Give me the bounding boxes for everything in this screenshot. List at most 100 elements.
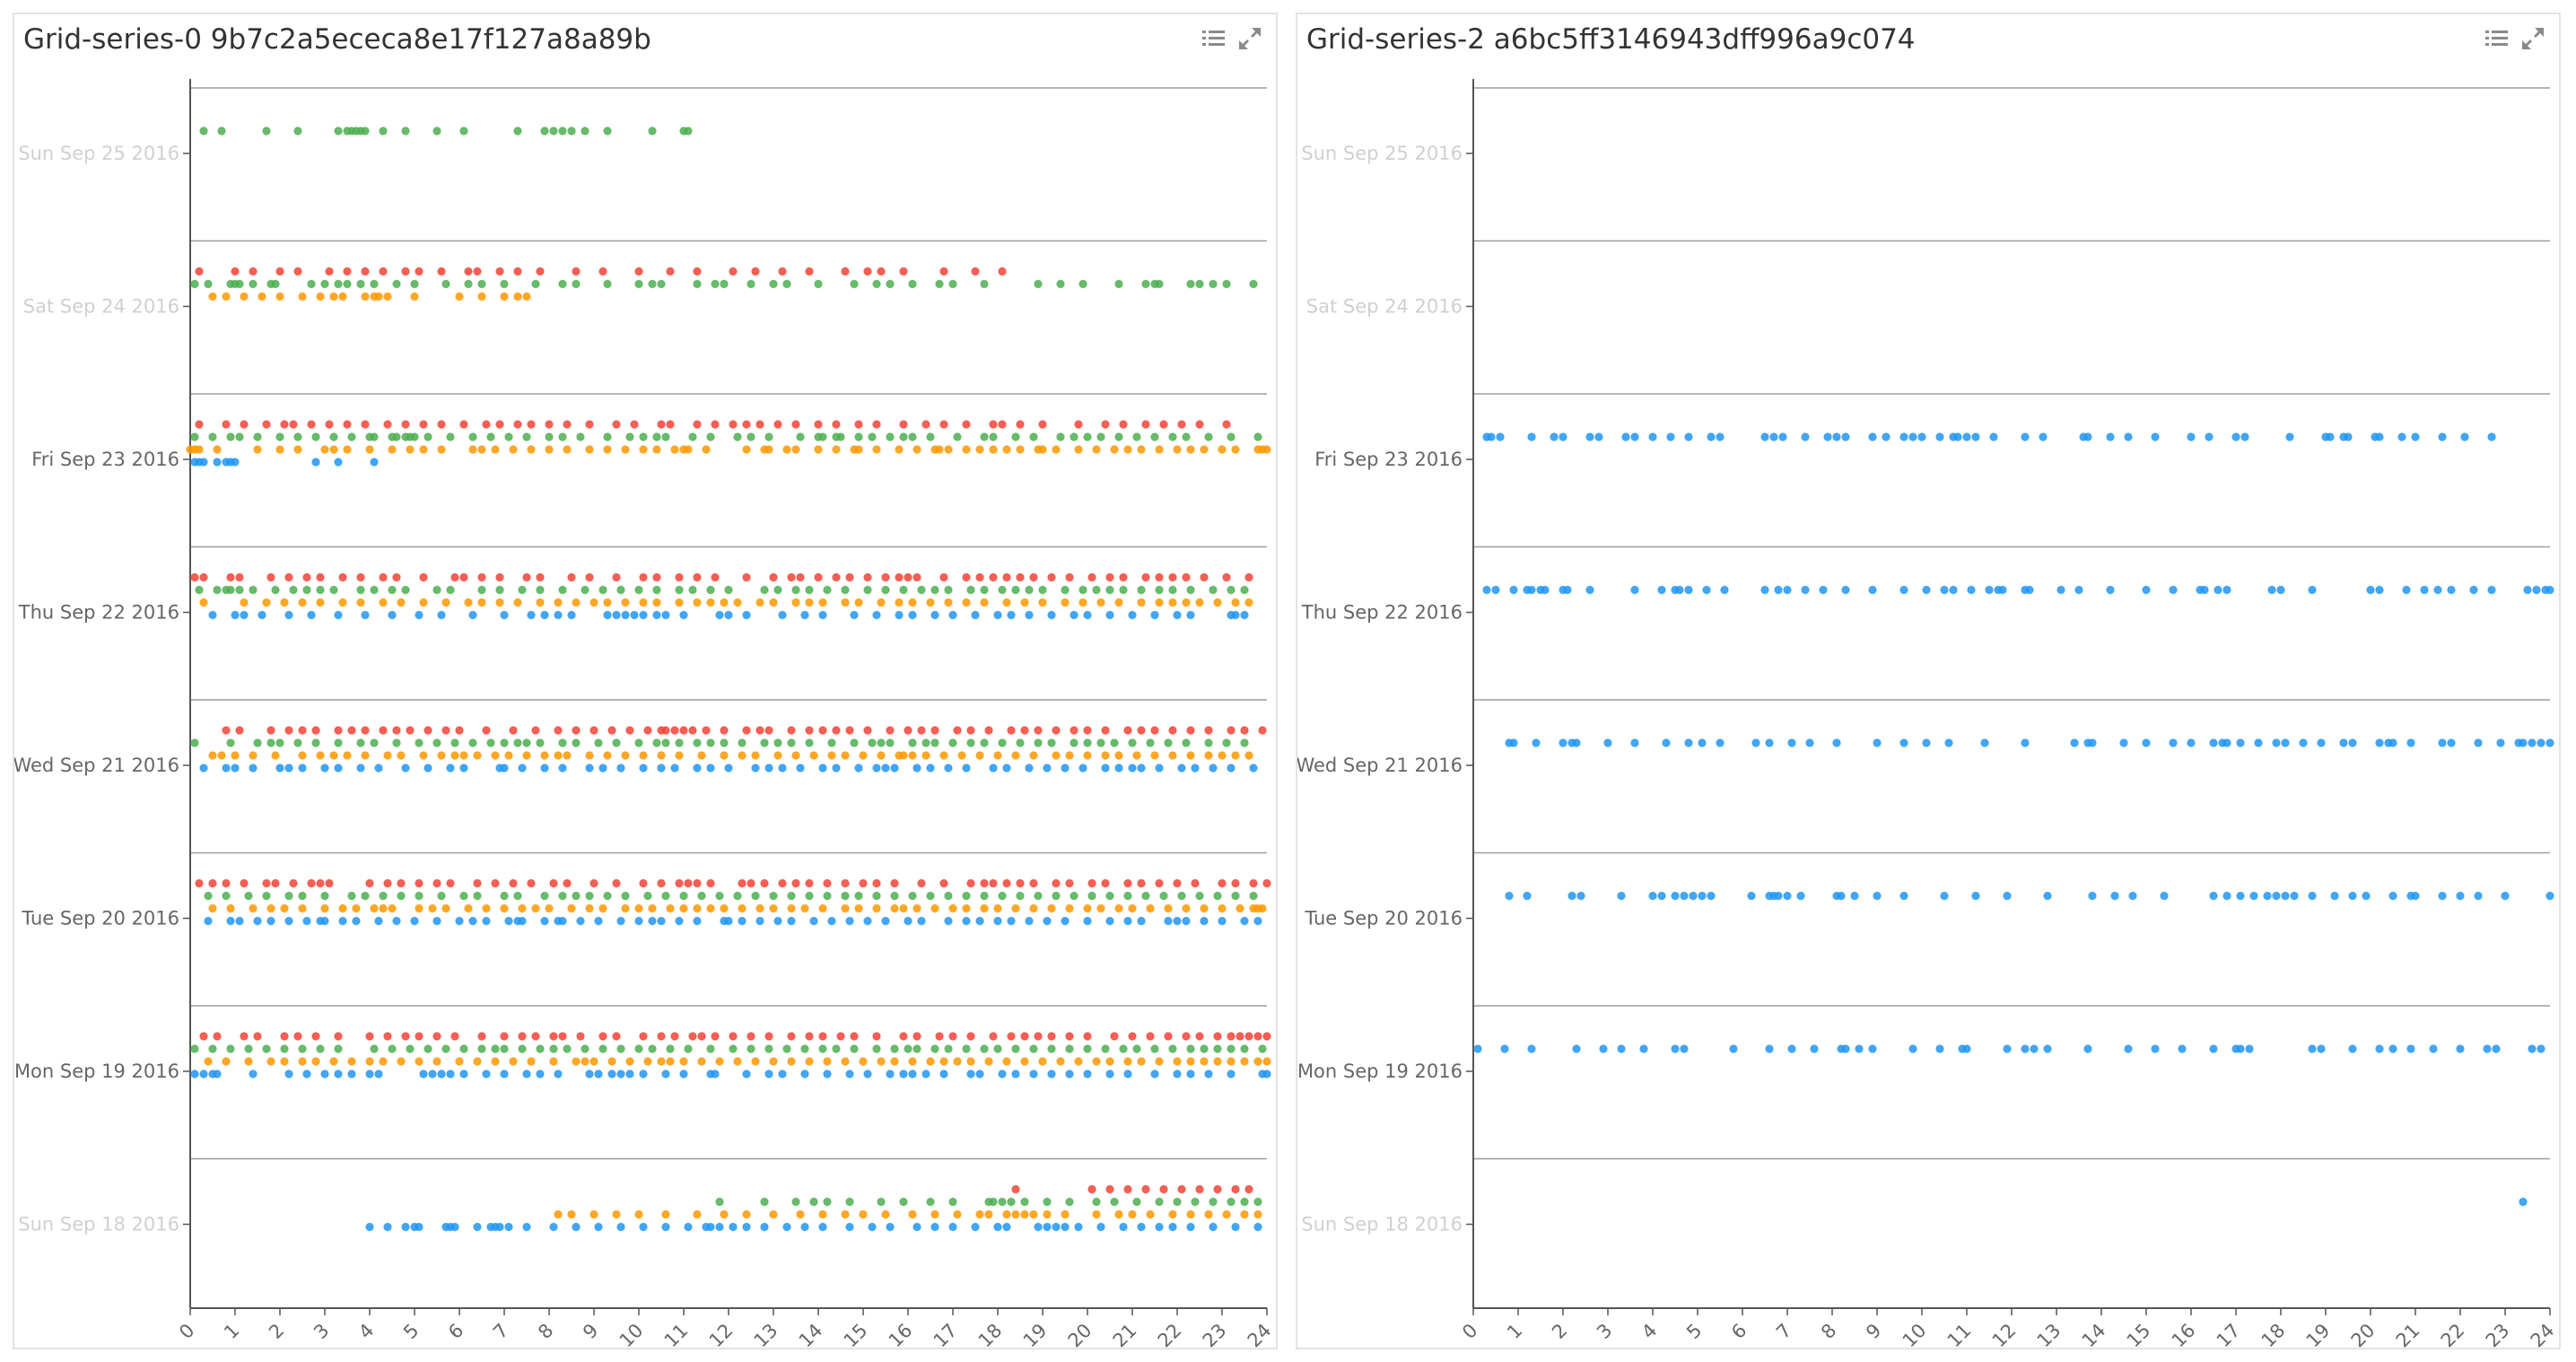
data-point[interactable]: [1832, 738, 1841, 747]
data-point[interactable]: [2344, 432, 2353, 441]
data-point[interactable]: [1128, 1209, 1137, 1219]
data-point[interactable]: [1253, 1209, 1262, 1219]
data-point[interactable]: [944, 764, 953, 773]
data-point[interactable]: [217, 127, 226, 135]
data-point[interactable]: [890, 904, 899, 913]
data-point[interactable]: [1137, 585, 1146, 595]
data-point[interactable]: [913, 445, 921, 454]
data-point[interactable]: [1168, 598, 1177, 607]
data-point[interactable]: [980, 432, 989, 441]
data-point[interactable]: [1065, 572, 1074, 582]
data-point[interactable]: [1011, 904, 1020, 913]
data-point[interactable]: [289, 420, 298, 429]
data-point[interactable]: [980, 878, 989, 888]
data-point[interactable]: [904, 726, 913, 735]
data-point[interactable]: [948, 738, 957, 747]
data-point[interactable]: [2209, 738, 2218, 747]
data-point[interactable]: [2290, 891, 2299, 901]
data-point[interactable]: [1029, 878, 1038, 888]
data-point[interactable]: [661, 1070, 670, 1078]
data-point[interactable]: [1186, 1070, 1195, 1078]
data-point[interactable]: [473, 266, 482, 276]
data-point[interactable]: [320, 764, 329, 773]
data-point[interactable]: [1213, 891, 1222, 901]
data-point[interactable]: [1016, 891, 1025, 901]
data-point[interactable]: [325, 878, 334, 888]
data-point[interactable]: [1195, 598, 1204, 607]
data-point[interactable]: [1204, 432, 1213, 441]
data-point[interactable]: [1253, 1032, 1262, 1041]
data-point[interactable]: [1213, 1032, 1222, 1041]
data-point[interactable]: [666, 1057, 675, 1066]
data-point[interactable]: [1253, 1197, 1262, 1207]
data-point[interactable]: [841, 904, 850, 913]
data-point[interactable]: [908, 891, 917, 901]
data-point[interactable]: [1630, 738, 1639, 747]
data-point[interactable]: [962, 1044, 971, 1053]
data-point[interactable]: [760, 1222, 769, 1232]
data-point[interactable]: [338, 916, 347, 926]
data-point[interactable]: [1195, 420, 1204, 429]
data-point[interactable]: [886, 279, 895, 289]
data-point[interactable]: [666, 904, 675, 913]
data-point[interactable]: [2222, 738, 2231, 747]
data-point[interactable]: [895, 445, 904, 454]
data-point[interactable]: [688, 432, 697, 441]
data-point[interactable]: [1258, 1044, 1267, 1053]
data-point[interactable]: [2088, 738, 2097, 747]
data-point[interactable]: [872, 891, 881, 901]
data-point[interactable]: [1940, 891, 1949, 901]
data-point[interactable]: [558, 764, 567, 773]
data-point[interactable]: [805, 1032, 814, 1041]
data-point[interactable]: [1231, 751, 1240, 760]
data-point[interactable]: [473, 751, 482, 760]
data-point[interactable]: [993, 1222, 1002, 1232]
data-point[interactable]: [769, 572, 778, 582]
data-point[interactable]: [495, 420, 504, 429]
data-point[interactable]: [563, 1044, 572, 1053]
data-point[interactable]: [1191, 1197, 1200, 1207]
data-point[interactable]: [738, 738, 747, 747]
data-point[interactable]: [684, 127, 693, 135]
data-point[interactable]: [899, 420, 908, 429]
data-point[interactable]: [944, 598, 953, 607]
data-point[interactable]: [1716, 432, 1725, 441]
data-point[interactable]: [1052, 1222, 1061, 1232]
data-point[interactable]: [733, 432, 742, 441]
data-point[interactable]: [693, 420, 702, 429]
data-point[interactable]: [742, 1222, 751, 1232]
data-point[interactable]: [850, 738, 859, 747]
data-point[interactable]: [800, 1070, 809, 1078]
data-point[interactable]: [581, 1057, 589, 1066]
data-point[interactable]: [446, 585, 455, 595]
data-point[interactable]: [540, 127, 549, 135]
data-point[interactable]: [1765, 738, 1774, 747]
data-point[interactable]: [872, 420, 881, 429]
data-point[interactable]: [863, 1070, 872, 1078]
data-point[interactable]: [1029, 751, 1038, 760]
data-point[interactable]: [311, 432, 320, 441]
data-point[interactable]: [1787, 1044, 1796, 1053]
data-point[interactable]: [204, 279, 213, 289]
data-point[interactable]: [913, 1032, 921, 1041]
data-point[interactable]: [724, 610, 733, 620]
data-point[interactable]: [908, 598, 917, 607]
data-point[interactable]: [1141, 279, 1150, 289]
data-point[interactable]: [1168, 726, 1177, 735]
data-point[interactable]: [500, 279, 509, 289]
data-point[interactable]: [1559, 432, 1567, 441]
data-point[interactable]: [1155, 598, 1164, 607]
data-point[interactable]: [428, 904, 437, 913]
data-point[interactable]: [886, 738, 895, 747]
data-point[interactable]: [383, 1032, 392, 1041]
data-point[interactable]: [1150, 1070, 1159, 1078]
data-point[interactable]: [1007, 726, 1016, 735]
data-point[interactable]: [1092, 1209, 1101, 1219]
data-point[interactable]: [379, 266, 388, 276]
data-point[interactable]: [307, 420, 316, 429]
data-point[interactable]: [1617, 891, 1626, 901]
data-point[interactable]: [657, 420, 666, 429]
data-point[interactable]: [253, 445, 262, 454]
data-point[interactable]: [2308, 1044, 2317, 1053]
data-point[interactable]: [2366, 585, 2375, 595]
